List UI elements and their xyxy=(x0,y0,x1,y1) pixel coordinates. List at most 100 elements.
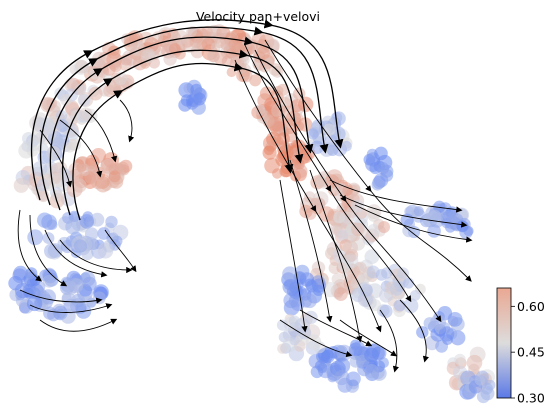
cell-point xyxy=(50,162,65,177)
cell-point xyxy=(93,291,106,305)
velocity-streamline xyxy=(30,19,344,201)
cell-point xyxy=(409,290,421,301)
velocity-streamline xyxy=(339,319,398,357)
cell-point xyxy=(193,92,206,106)
cell-point xyxy=(84,227,99,241)
velocity-streamline xyxy=(29,214,68,287)
cell-point xyxy=(456,220,469,233)
chart-title: Velocity pan+velovi xyxy=(196,9,320,24)
cell-point xyxy=(413,206,424,217)
cell-point xyxy=(403,277,415,289)
velocity-streamline xyxy=(104,229,137,273)
colorbar-tick-label: 0.60 xyxy=(517,299,545,314)
cell-point xyxy=(276,319,289,331)
cell-point xyxy=(352,341,365,355)
cell-point xyxy=(108,170,121,183)
velocity-streamline xyxy=(299,309,373,347)
cell-point xyxy=(295,264,310,279)
cell-point xyxy=(343,240,358,256)
cell-point xyxy=(380,164,394,178)
cell-point xyxy=(474,375,485,386)
cell-point xyxy=(334,357,351,374)
cell-point xyxy=(77,93,91,107)
cell-point xyxy=(333,211,345,224)
cell-point xyxy=(14,282,31,299)
cell-point xyxy=(84,237,98,251)
cell-point xyxy=(438,326,455,342)
colorbar-tick-label: 0.30 xyxy=(517,391,545,406)
velocity-streamline xyxy=(264,39,472,282)
cell-point xyxy=(341,140,352,152)
velocity-streamline xyxy=(59,239,133,274)
cell-point xyxy=(299,204,313,219)
cell-point xyxy=(374,146,388,161)
cell-point xyxy=(447,312,463,327)
cell-point xyxy=(282,337,297,352)
velocity-streamline xyxy=(19,289,103,304)
velocity-streamline xyxy=(354,204,473,243)
cell-point xyxy=(27,229,44,246)
velocity-streamlines xyxy=(17,19,473,373)
cell-point xyxy=(67,277,84,294)
cell-point xyxy=(476,390,490,404)
cell-point xyxy=(24,269,36,280)
colorbar-gradient xyxy=(496,287,512,399)
velocity-streamline xyxy=(279,179,308,333)
velocity-streamline xyxy=(119,99,135,143)
cell-point xyxy=(64,141,76,153)
cell-point xyxy=(97,242,114,259)
cell-point xyxy=(79,271,96,287)
velocity-streamline xyxy=(339,194,468,228)
velocity-streamline xyxy=(309,169,363,343)
cell-point xyxy=(26,295,43,312)
velocity-streamline xyxy=(399,299,429,363)
cell-point xyxy=(46,219,58,230)
cell-points xyxy=(8,24,496,404)
cell-point xyxy=(262,115,275,127)
cell-point xyxy=(79,214,95,229)
cell-point xyxy=(364,249,380,265)
velocity-streamline xyxy=(234,59,382,333)
cell-point xyxy=(68,210,80,222)
velocity-streamline xyxy=(279,319,353,358)
cell-point xyxy=(282,266,298,282)
cell-point xyxy=(371,178,384,191)
cell-point xyxy=(52,303,67,319)
cell-point xyxy=(307,128,319,140)
cell-point xyxy=(262,145,277,160)
cell-point xyxy=(178,98,192,112)
cell-point xyxy=(271,134,284,147)
velocity-streamline xyxy=(59,119,103,178)
colorbar: 0.30 0.45 0.60 xyxy=(496,287,545,406)
cell-point xyxy=(87,163,101,177)
cell-point xyxy=(393,299,406,312)
velocity-streamline xyxy=(379,309,399,373)
velocity-streamline xyxy=(39,318,118,332)
cell-point xyxy=(32,161,48,177)
cell-point xyxy=(42,274,56,288)
cell-point xyxy=(334,287,348,301)
velocity-streamline xyxy=(39,129,73,188)
cell-point xyxy=(323,123,336,136)
cell-point xyxy=(397,267,410,280)
cell-point xyxy=(334,369,350,386)
cell-point xyxy=(60,94,72,106)
colorbar-tick-label: 0.45 xyxy=(517,345,545,360)
cell-point xyxy=(21,140,33,152)
cell-point xyxy=(378,221,390,233)
velocity-streamline xyxy=(84,109,118,163)
cell-point xyxy=(357,292,373,308)
velocity-streamline xyxy=(329,179,463,213)
velocity-streamline xyxy=(289,159,333,323)
cell-point xyxy=(389,282,404,296)
cell-point xyxy=(364,364,379,379)
cell-point xyxy=(381,267,393,279)
velocity-streamline xyxy=(44,229,108,278)
cell-point xyxy=(346,371,361,387)
cell-point xyxy=(302,293,317,309)
cell-point xyxy=(91,175,105,190)
cell-point xyxy=(366,265,380,279)
cell-point xyxy=(105,215,118,229)
colorbar-ticks: 0.30 0.45 0.60 xyxy=(511,299,545,406)
